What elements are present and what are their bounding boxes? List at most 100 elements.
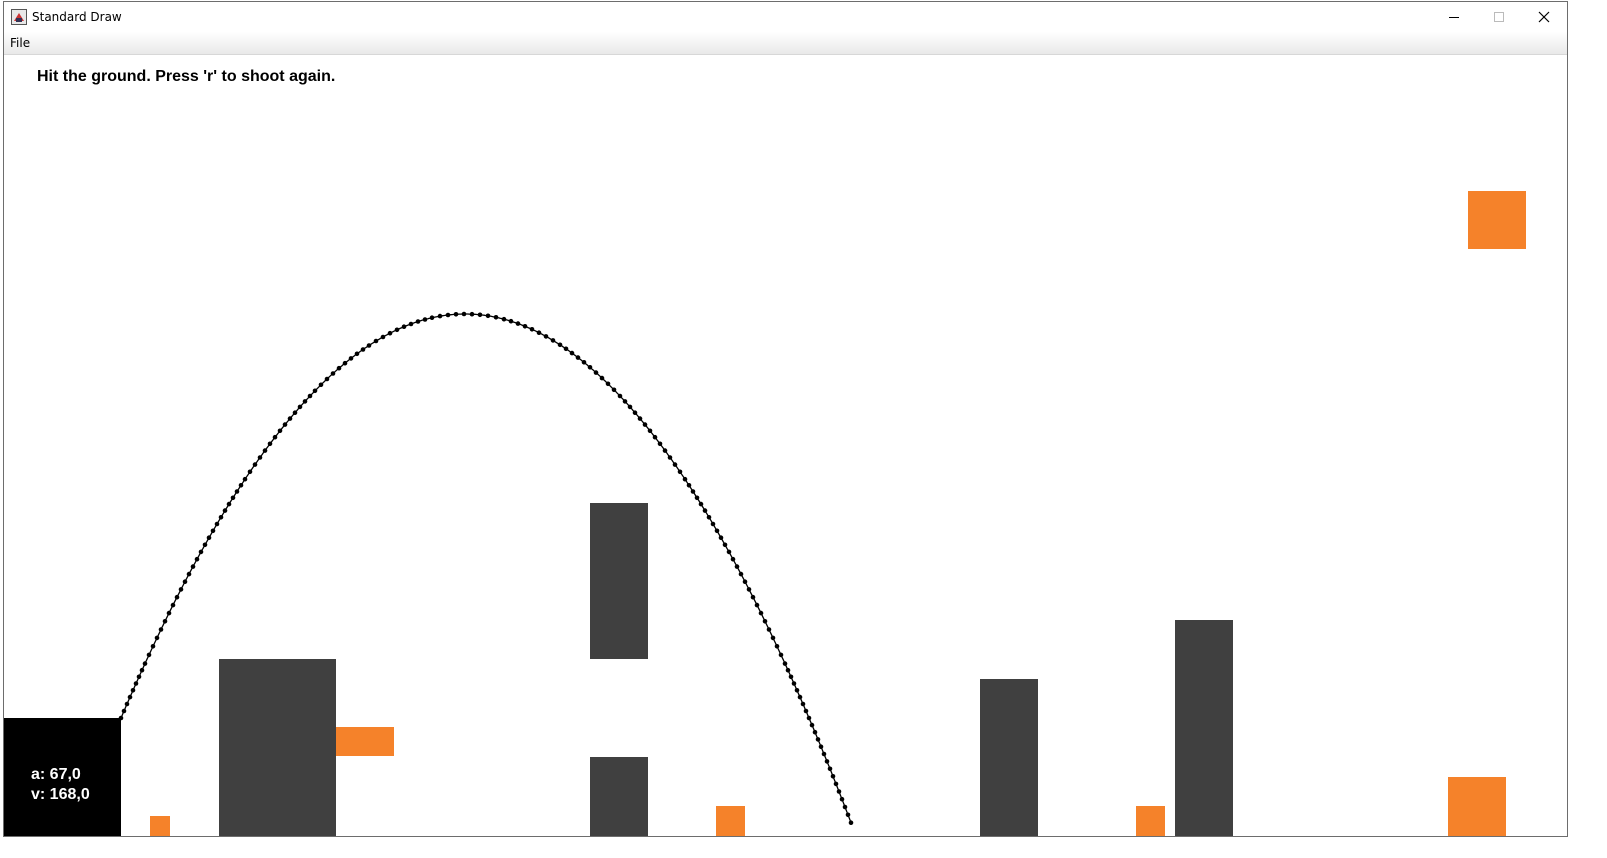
trajectory-dot [158,627,164,632]
trajectory-dot [803,708,809,714]
trajectory-dot [672,462,678,467]
trajectory-dot [166,610,172,616]
trajectory-dot [543,334,549,339]
menu-file[interactable]: File [10,36,31,50]
status-message: Hit the ground. Press 'r' to shoot again… [37,68,336,85]
trajectory-dot [170,602,176,608]
trajectory-dot [292,410,298,416]
trajectory-dot [806,715,812,721]
trajectory-dot [202,542,208,548]
trajectory-dot [662,448,668,453]
trajectory-dot [234,489,240,494]
close-button[interactable] [1521,2,1567,32]
trajectory-dot [127,694,133,700]
trajectory-dot [599,375,605,381]
trajectory-dot [136,674,142,680]
trajectory-dot [647,428,653,434]
title-bar[interactable]: Standard Draw [4,2,1567,32]
trajectory-dot [812,729,818,735]
trajectory-dot [218,515,224,520]
trajectory-dot [611,387,617,393]
trajectory-dot [318,382,324,388]
trajectory-dot [797,694,803,700]
trajectory-dot [198,549,204,555]
trajectory-dot [536,330,542,336]
trajectory-dot [575,355,581,360]
trajectory-dot [667,455,673,460]
trajectory-dot [762,619,768,624]
trajectory-dot [785,667,791,673]
trajectory-dot [515,321,521,326]
trajectory-dot [652,434,658,440]
trajectory-dot [677,469,683,475]
trajectory-dot [718,535,724,540]
trajectory-dot [194,556,200,562]
trajectory-dot [453,312,459,317]
trajectory-dot [706,515,712,520]
trajectory-dot [501,316,507,322]
trajectory-dot [746,587,752,592]
trajectory-dot [154,635,160,641]
trajectory-dot [182,579,188,584]
trajectory-dot [622,399,628,404]
trajectory-dot [477,312,483,318]
target-block [150,816,170,836]
trajectory-dot [247,469,253,475]
trajectory-dot [637,416,643,421]
app-icon [11,9,27,25]
trajectory-dot [710,521,716,527]
trajectory-dot [627,404,633,410]
trajectory-dot [401,324,407,330]
trajectory-dot [330,371,336,376]
trajectory-dot [563,346,569,352]
trajectory-dot [550,338,556,343]
trajectory-dot [758,610,764,616]
trajectory-dot [257,455,263,460]
trajectory-dot [429,315,435,321]
trajectory-dot [210,528,216,534]
trajectory-dot [642,422,648,427]
trajectory-dot [342,360,348,366]
trajectory-dot [485,313,491,319]
trajectory-dot [150,644,156,649]
trajectory-dot [252,462,258,467]
app-window: Standard Draw File Hit the ground. Press… [3,1,1568,837]
trajectory-dot [230,495,236,501]
trajectory-dot [366,343,372,348]
game-canvas[interactable]: Hit the ground. Press 'r' to shoot again… [4,55,1567,836]
trajectory-dot [833,781,839,787]
trajectory-dot [815,737,821,742]
trajectory-dot [587,365,593,370]
trajectory-dot [702,508,708,513]
minimize-button[interactable] [1431,2,1477,32]
trajectory-dot [222,508,228,513]
trajectory-dot [774,644,780,649]
trajectory-dot [730,556,736,562]
trajectory-dot [445,312,451,318]
trajectory-dot [282,422,288,427]
trajectory-dot [839,796,845,802]
trajectory-dot [238,483,244,488]
obstacle-block [980,679,1038,836]
trajectory-dot [124,701,130,707]
trajectory-dot [272,434,278,440]
trajectory-dot [827,766,833,772]
trajectory-dot [214,521,220,527]
velocity-label: v: 168,0 [31,786,90,803]
trajectory-dot [277,428,283,434]
target-block [336,727,394,756]
trajectory-dot [821,751,827,757]
maximize-button[interactable] [1476,2,1522,32]
maximize-icon [1494,12,1504,22]
trajectory-dot [818,744,824,749]
trajectory-dot [312,388,318,394]
trajectory-dot [493,315,499,320]
target-block [716,806,745,836]
menu-bar: File [4,32,1567,55]
trajectory-dot [186,571,192,577]
trajectory-dot [242,476,248,482]
trajectory-dot [174,594,180,600]
target-block [1448,777,1506,836]
trajectory-dot [394,327,400,333]
trajectory-dot [632,410,638,416]
